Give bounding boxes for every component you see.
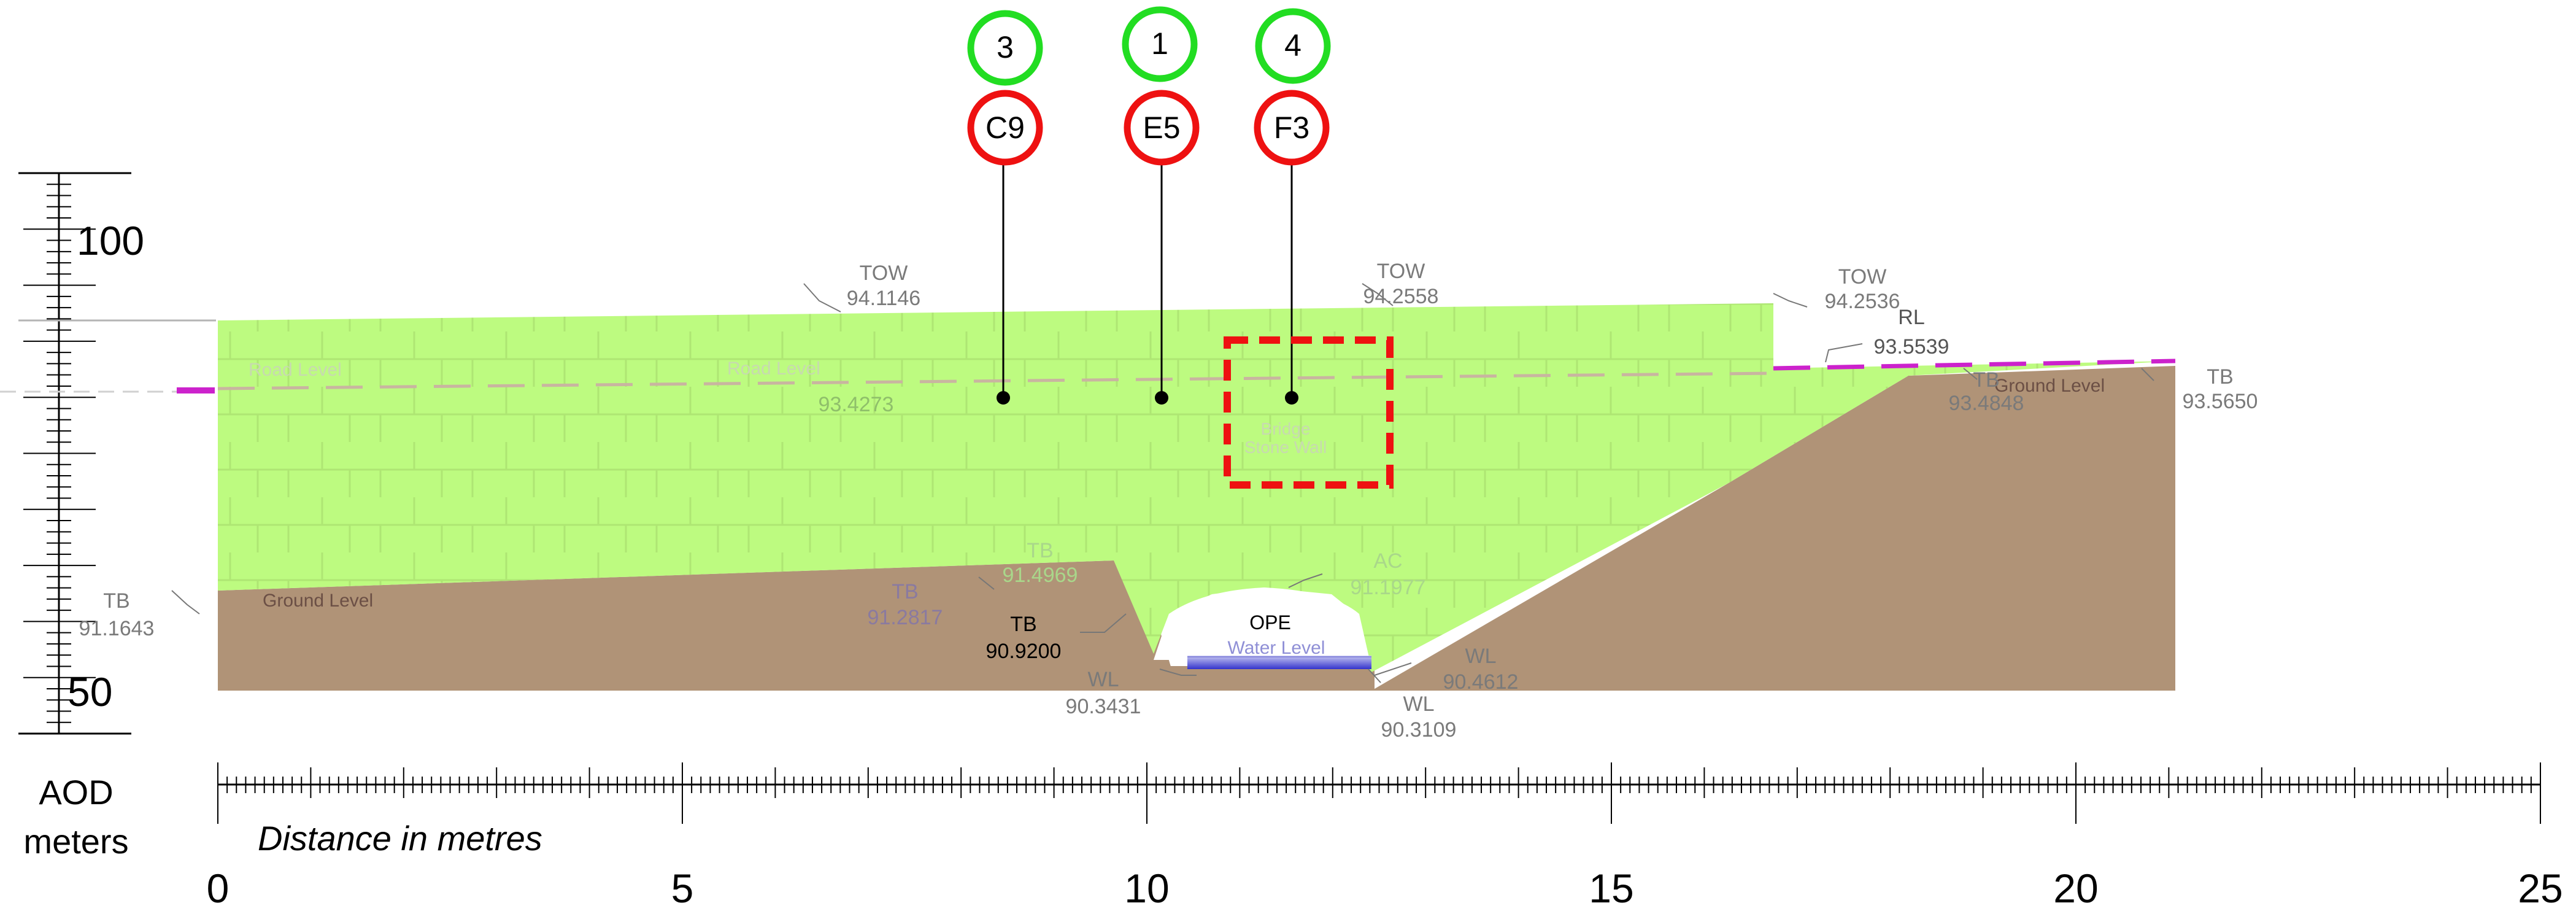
tow-right-value: 94.2536 [1825, 290, 1900, 313]
level-left-value: 93.4273 [819, 393, 894, 416]
callout-3-number: 3 [997, 30, 1014, 64]
horizontal-scale: Distance in metres 0 5 10 15 20 25 [207, 762, 2563, 911]
callout-stems [997, 161, 1298, 405]
hscale-tick-label-15: 15 [1589, 866, 1633, 911]
hscale-tick-label-5: 5 [671, 866, 694, 911]
callout-e5-code: E5 [1143, 110, 1180, 145]
water-channel [1187, 656, 1371, 669]
tb-hump-label: TB [1027, 539, 1053, 562]
tow-left-value: 94.1146 [847, 287, 920, 310]
bridge-stone-wall [218, 303, 2175, 672]
road-level-label-1: Road Level [249, 360, 342, 380]
callout-4: 4 F3 [1254, 8, 1331, 166]
ground-under-arch [1154, 666, 1375, 691]
callout-1-number: 1 [1151, 26, 1168, 61]
tow-mid-value: 94.2558 [1363, 285, 1439, 308]
tow-right-label: TOW [1838, 265, 1887, 289]
leader-lines [171, 283, 2154, 683]
hscale-tick-label-0: 0 [207, 866, 229, 911]
hscale-tick-label-25: 25 [2518, 866, 2563, 911]
elevation-labels: TOW 94.1146 TOW 94.2558 TOW 94.2536 RL 9… [79, 260, 2258, 742]
ac-value: 91.1977 [1351, 576, 1426, 599]
rl-value: 93.5539 [1874, 335, 1949, 359]
wl-mid-value: 90.3109 [1381, 718, 1457, 742]
ground-level-right-label: Ground Level [1994, 376, 2105, 396]
tow-mid-label: TOW [1377, 260, 1425, 283]
road-level-line [217, 371, 1774, 390]
ground-right [1371, 366, 2175, 691]
tb-inner-label: TB [892, 580, 918, 603]
rl-label: RL [1898, 306, 1924, 329]
road-level-label-2: Road Level [727, 359, 820, 379]
tb-right2-value: 93.5650 [2183, 390, 2258, 413]
tb-inner-value: 91.2817 [868, 606, 943, 629]
vscale-tick-100: 100 [77, 218, 144, 263]
road-level-line-right [1773, 359, 2176, 371]
vertical-scale: 100 50 AOD meters [18, 172, 144, 861]
hscale-tick-label-20: 20 [2053, 866, 2098, 911]
tb-black-value: 90.9200 [986, 640, 1062, 663]
ground-left [218, 560, 1178, 691]
wl-left-value: 90.3431 [1066, 695, 1141, 718]
highlight-box [1224, 336, 1394, 489]
tb-black-label: TB [1010, 613, 1036, 636]
callout-1: 1 E5 [1122, 6, 1200, 166]
tb-right1-label: TB [1973, 368, 1999, 392]
tow-left-label: TOW [860, 262, 908, 285]
vscale-tick-50: 50 [67, 669, 112, 715]
bridge-wall-label-1: Bridge [1261, 419, 1311, 438]
arch-opening [1154, 587, 1370, 660]
callout-4-number: 4 [1284, 28, 1301, 63]
tb-right2-label: TB [2207, 365, 2233, 389]
hscale-title: Distance in metres [258, 819, 542, 858]
wl-left-label: WL [1088, 668, 1119, 691]
wl-right-value: 90.4612 [1443, 670, 1519, 694]
hscale-tick-label-10: 10 [1124, 866, 1169, 911]
tb-left-value: 91.1643 [79, 617, 155, 640]
water-level-label: Water Level [1228, 638, 1325, 658]
vscale-unit-meters: meters [23, 822, 128, 861]
ground-level-left-label: Ground Level [263, 591, 373, 611]
bridge-wall-label-2: Stone Wall [1244, 438, 1327, 457]
reference-point-f3 [1285, 391, 1298, 405]
tb-hump-value: 91.4969 [1003, 564, 1078, 587]
ope-label: OPE [1249, 611, 1291, 634]
ac-label: AC [1373, 549, 1402, 573]
callout-f3-code: F3 [1274, 110, 1309, 145]
reference-point-c9 [997, 391, 1010, 405]
callout-3: 3 C9 [967, 10, 1043, 166]
tb-right1-value: 93.4848 [1949, 392, 2024, 415]
vscale-unit-aod: AOD [39, 773, 113, 812]
wl-mid-label: WL [1403, 692, 1435, 716]
reference-point-e5 [1155, 391, 1168, 405]
wl-right-label: WL [1465, 645, 1497, 668]
tb-left-label: TB [103, 589, 129, 613]
callout-c9-code: C9 [985, 110, 1025, 145]
